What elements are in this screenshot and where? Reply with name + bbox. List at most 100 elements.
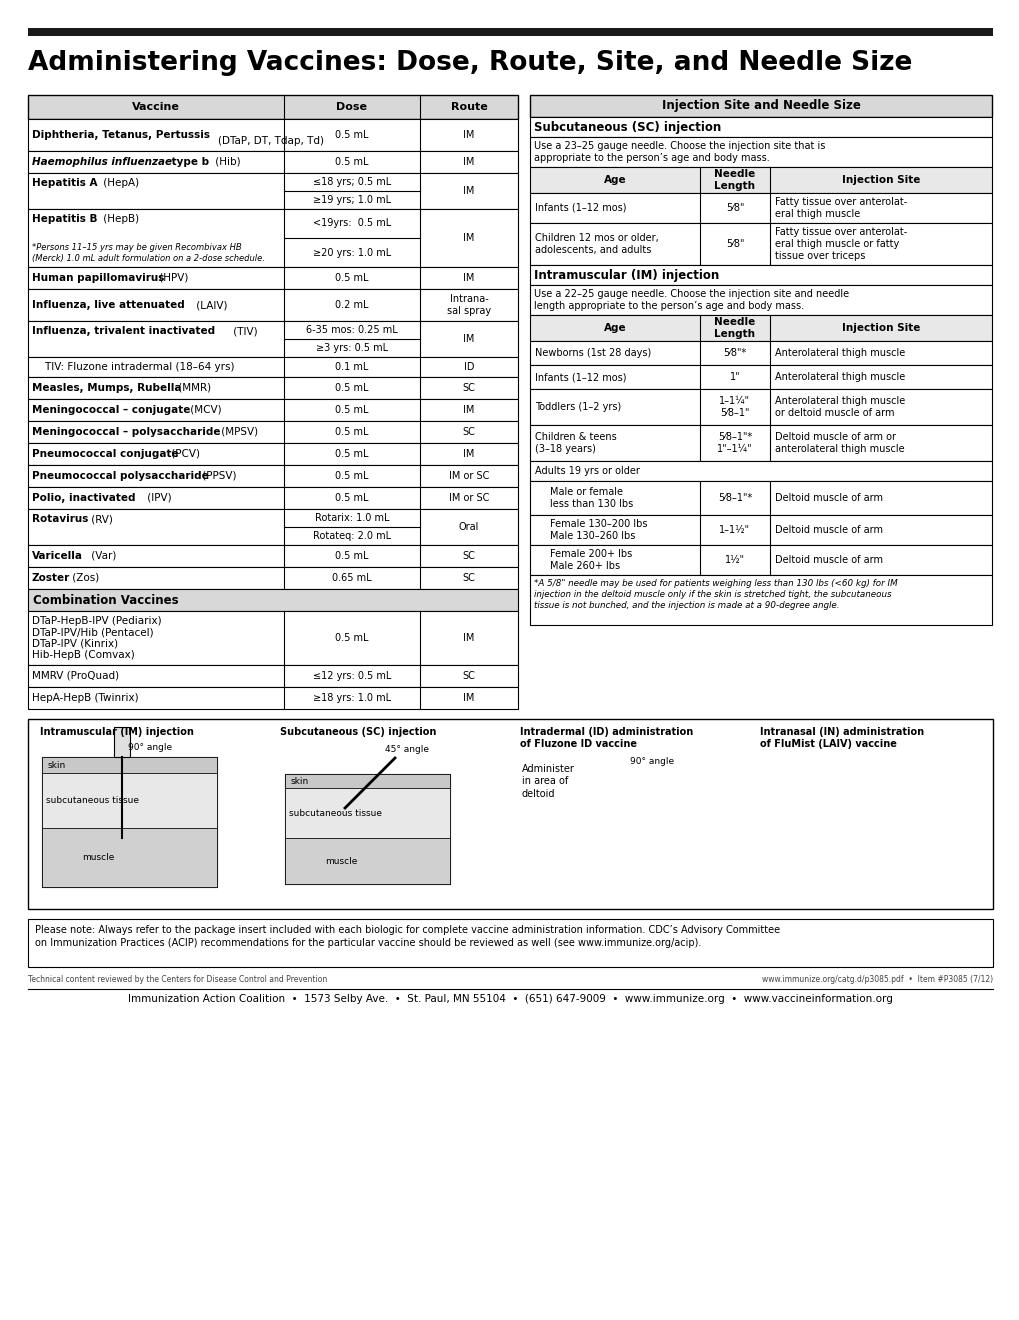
Bar [530,341,991,366]
Text: Anterolateral thigh muscle: Anterolateral thigh muscle [774,372,905,381]
Bar [284,788,449,838]
Bar [28,465,518,487]
Text: Children 12 mos or older,
adolescents, and adults: Children 12 mos or older, adolescents, a… [535,234,658,255]
Text: Female 130–200 lbs
Male 130–260 lbs: Female 130–200 lbs Male 130–260 lbs [549,519,647,541]
Text: (MCV): (MCV) [186,405,221,414]
Text: Polio, inactivated: Polio, inactivated [32,492,136,503]
Text: Needle
Length: Needle Length [713,169,755,191]
Text: (TIV): (TIV) [230,326,258,337]
Text: 0.5 mL: 0.5 mL [335,273,369,282]
Text: Combination Vaccines: Combination Vaccines [33,594,178,606]
Bar [28,209,518,267]
Bar [28,444,518,465]
Text: Hepatitis B: Hepatitis B [32,214,98,224]
Bar [530,315,991,341]
Bar [42,774,217,828]
Text: (Zos): (Zos) [69,573,100,583]
Text: 5⁄8": 5⁄8" [726,239,744,249]
Text: 1": 1" [729,372,740,381]
Text: Anterolateral thigh muscle
or deltoid muscle of arm: Anterolateral thigh muscle or deltoid mu… [774,396,905,418]
Text: Varicella: Varicella [32,550,83,561]
Text: Use a 22–25 gauge needle. Choose the injection site and needle
length appropriat: Use a 22–25 gauge needle. Choose the inj… [534,289,848,312]
Text: Diphtheria, Tetanus, Pertussis: Diphtheria, Tetanus, Pertussis [32,129,210,140]
Bar [28,173,518,209]
Text: subcutaneous tissue: subcutaneous tissue [288,808,382,817]
Text: Pneumococcal polysaccharide: Pneumococcal polysaccharide [32,471,209,480]
Text: Fatty tissue over anterolat-
eral thigh muscle or fatty
tissue over triceps: Fatty tissue over anterolat- eral thigh … [774,227,906,260]
Bar [28,487,518,510]
Bar [530,137,991,168]
Text: Immunization Action Coalition  •  1573 Selby Ave.  •  St. Paul, MN 55104  •  (65: Immunization Action Coalition • 1573 Sel… [127,994,892,1005]
Text: (HepA): (HepA) [100,178,140,187]
Text: IM or SC: IM or SC [448,471,489,480]
Bar [42,756,217,774]
Text: HepA-HepB (Twinrix): HepA-HepB (Twinrix) [32,693,139,704]
Text: (RV): (RV) [88,513,112,524]
Text: Influenza, live attenuated: Influenza, live attenuated [32,300,184,310]
Bar [42,756,217,887]
Text: skin: skin [48,760,66,770]
Text: Injection Site: Injection Site [841,176,919,185]
Text: subcutaneous tissue: subcutaneous tissue [46,796,139,805]
Text: Female 200+ lbs
Male 260+ lbs: Female 200+ lbs Male 260+ lbs [549,549,632,570]
Bar [28,589,518,611]
Bar [114,727,129,756]
Text: 1–1½": 1–1½" [718,525,750,535]
Text: Infants (1–12 mos): Infants (1–12 mos) [535,203,626,213]
Text: 0.5 mL: 0.5 mL [335,426,369,437]
Text: (LAIV): (LAIV) [193,300,227,310]
Bar [530,285,991,315]
Text: Intramuscular (IM) injection: Intramuscular (IM) injection [534,268,718,281]
Bar [530,168,991,193]
Text: Measles, Mumps, Rubella: Measles, Mumps, Rubella [32,383,181,393]
Text: Hepatitis A: Hepatitis A [32,178,98,187]
Text: (HPV): (HPV) [156,273,189,282]
Text: Rotavirus: Rotavirus [32,513,89,524]
Text: (MMR): (MMR) [174,383,211,393]
Text: Deltoid muscle of arm or
anterolateral thigh muscle: Deltoid muscle of arm or anterolateral t… [774,432,904,454]
Text: *Persons 11–15 yrs may be given Recombivax HB
(Merck) 1.0 mL adult formulation o: *Persons 11–15 yrs may be given Recombiv… [32,243,265,263]
Text: ≥18 yrs: 1.0 mL: ≥18 yrs: 1.0 mL [313,693,390,704]
Text: <19yrs:  0.5 mL: <19yrs: 0.5 mL [313,219,390,228]
Text: (Hib): (Hib) [212,157,240,168]
Text: TIV: Fluzone intradermal (18–64 yrs): TIV: Fluzone intradermal (18–64 yrs) [32,362,234,372]
Bar [530,480,991,515]
Text: Human papillomavirus: Human papillomavirus [32,273,164,282]
Bar [28,568,518,589]
Text: www.immunize.org/catg.d/p3085.pdf  •  Item #P3085 (7/12): www.immunize.org/catg.d/p3085.pdf • Item… [761,975,993,983]
Text: IM: IM [463,634,474,643]
Text: Age: Age [603,323,626,333]
Text: Male or female
less than 130 lbs: Male or female less than 130 lbs [549,487,633,508]
Text: 0.5 mL: 0.5 mL [335,471,369,480]
Text: Influenza, trivalent inactivated: Influenza, trivalent inactivated [32,326,215,337]
Text: Injection Site: Injection Site [841,323,919,333]
Text: 6-35 mos: 0.25 mL: 6-35 mos: 0.25 mL [306,325,397,335]
Text: IM: IM [463,693,474,704]
Text: Injection Site and Needle Size: Injection Site and Needle Size [661,99,860,112]
Text: Anterolateral thigh muscle: Anterolateral thigh muscle [774,348,905,358]
Text: Vaccine: Vaccine [131,102,179,112]
Text: 1½": 1½" [725,554,744,565]
Bar [28,919,993,968]
Text: Intramuscular (IM) injection: Intramuscular (IM) injection [40,727,194,737]
Bar [28,719,993,909]
Bar [28,399,518,421]
Text: Deltoid muscle of arm: Deltoid muscle of arm [774,492,882,503]
Text: IM: IM [463,405,474,414]
Text: Fatty tissue over anterolat-
eral thigh muscle: Fatty tissue over anterolat- eral thigh … [774,197,906,219]
Text: 0.5 mL: 0.5 mL [335,550,369,561]
Text: IM: IM [463,334,474,345]
Bar [28,665,518,686]
Text: SC: SC [462,573,475,583]
Bar [284,774,449,788]
Text: Oral: Oral [459,521,479,532]
Text: Pneumococcal conjugate: Pneumococcal conjugate [32,449,178,459]
Bar [28,119,518,150]
Text: 0.5 mL: 0.5 mL [335,634,369,643]
Bar [28,321,518,356]
Text: (HepB): (HepB) [100,214,140,224]
Bar [530,95,991,117]
Text: 5⁄8"*: 5⁄8"* [722,348,746,358]
Bar [28,150,518,173]
Text: ≥19 yrs; 1.0 mL: ≥19 yrs; 1.0 mL [313,195,390,205]
